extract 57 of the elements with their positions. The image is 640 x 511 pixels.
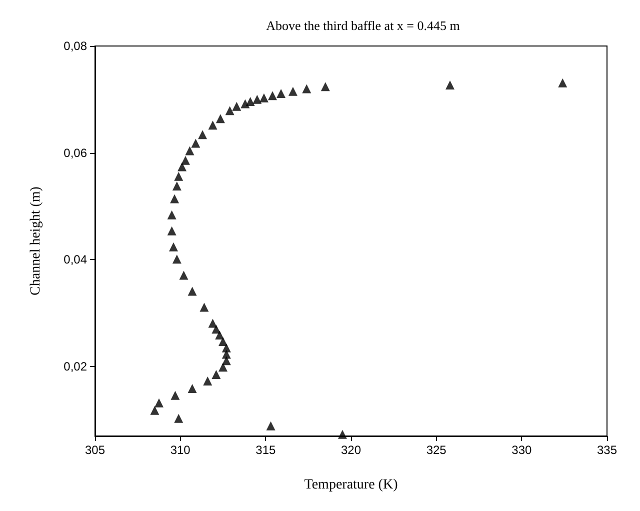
y-tick-label: 0,04 xyxy=(64,252,88,267)
point xyxy=(169,242,178,252)
chart-title: Above the third baffle at x = 0.445 m xyxy=(266,18,460,33)
point xyxy=(216,114,225,124)
point xyxy=(174,172,184,181)
point xyxy=(302,84,312,94)
x-tick-label: 315 xyxy=(256,443,276,457)
point xyxy=(215,330,224,340)
point xyxy=(167,210,176,220)
point xyxy=(154,398,164,408)
point xyxy=(188,286,197,296)
point xyxy=(191,138,200,148)
point xyxy=(150,406,160,415)
x-tick-label: 305 xyxy=(84,443,106,457)
point xyxy=(232,102,242,111)
point xyxy=(246,97,255,106)
point xyxy=(179,270,188,280)
y-tick-label: 0,06 xyxy=(64,146,88,160)
point xyxy=(167,226,176,236)
point xyxy=(174,414,184,423)
point xyxy=(200,302,209,312)
point xyxy=(180,156,190,165)
point xyxy=(225,106,234,116)
point xyxy=(170,194,180,204)
y-axis-title: Channel height (m) xyxy=(28,186,44,296)
point xyxy=(288,86,298,96)
point xyxy=(218,336,228,346)
x-tick-label: 335 xyxy=(596,443,618,457)
point xyxy=(198,130,208,140)
y-tick-label: 0,02 xyxy=(64,360,88,374)
point xyxy=(338,430,347,439)
point xyxy=(445,80,454,90)
point xyxy=(268,91,277,100)
point xyxy=(259,93,268,102)
x-tick-label: 320 xyxy=(340,443,362,457)
point xyxy=(170,390,180,400)
point xyxy=(203,376,212,386)
point xyxy=(558,78,568,88)
x-axis-title: Temperature (K) xyxy=(304,478,398,492)
point xyxy=(208,318,218,328)
x-tick-label: 325 xyxy=(426,443,447,457)
point xyxy=(320,82,330,92)
point xyxy=(222,343,231,352)
x-tick-label: 310 xyxy=(170,443,191,457)
y-tick-label: 0,08 xyxy=(64,39,88,53)
point xyxy=(218,362,228,372)
point xyxy=(172,254,182,264)
point xyxy=(188,384,197,393)
point xyxy=(185,146,194,156)
point xyxy=(208,120,218,130)
point xyxy=(212,370,221,380)
point xyxy=(266,421,276,430)
point xyxy=(252,94,262,104)
point xyxy=(276,89,286,98)
x-tick-label: 330 xyxy=(512,443,532,457)
point xyxy=(222,350,231,359)
point xyxy=(172,181,182,190)
